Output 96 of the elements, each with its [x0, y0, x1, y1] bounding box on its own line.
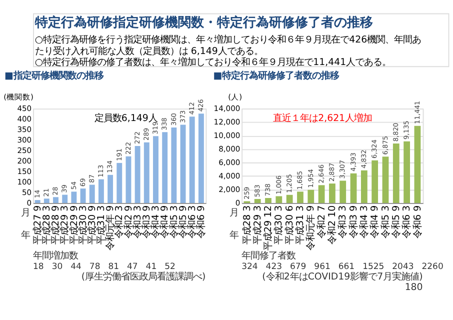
- bar: [53, 197, 58, 203]
- x-tick-label: 令和3 9: [348, 205, 360, 238]
- y-tick-label: 6,000: [218, 158, 240, 167]
- bar: [198, 114, 204, 203]
- bar: [286, 194, 293, 203]
- x-tick-label: 令和5 9: [390, 205, 402, 238]
- bar: [414, 126, 421, 203]
- x-tick-label: 令和6 3: [186, 205, 198, 238]
- text: 年: [20, 230, 30, 241]
- bar: [108, 174, 114, 203]
- bar: [265, 198, 272, 203]
- x-tick-label: 令和5 9: [178, 205, 189, 238]
- x-tick-label: 平成31 3: [295, 205, 306, 244]
- y-tick-label: 50: [22, 188, 32, 197]
- text: 18 30 44 78 81 47 41 52: [33, 262, 176, 272]
- x-tick-label: 令和6 9: [412, 205, 424, 238]
- y-tick-label: 8,000: [218, 144, 240, 154]
- y-tick-label: 200: [17, 156, 32, 166]
- bar: [189, 116, 195, 203]
- text: (厚生労働省医政局看護課調べ): [81, 271, 206, 282]
- x-tick-label: 令和3 3: [338, 205, 349, 238]
- text: 月: [20, 207, 30, 218]
- bar: [89, 184, 95, 203]
- x-tick-label: 令和6 3: [402, 205, 413, 238]
- annotation: 直近１年は2,621人増加: [273, 112, 372, 124]
- text: 180: [404, 282, 423, 293]
- x-tick-label: 令和2 7: [316, 205, 328, 238]
- text: 月: [230, 207, 239, 218]
- text: 324 423 679 961 661 1525 2043 2260: [242, 262, 444, 272]
- y-tick-label: 100: [17, 177, 32, 186]
- bar: [116, 162, 122, 203]
- x-tick-label: 令和3 9: [141, 205, 152, 238]
- bar: [62, 194, 68, 203]
- text: 特定行為研修指定研修機関数・特定行為研修修了者の推移: [34, 14, 373, 31]
- y-axis-title: (機関数): [4, 92, 34, 102]
- bar: [254, 199, 261, 203]
- bar: [318, 185, 325, 203]
- y-tick-label: 250: [17, 146, 32, 155]
- y-tick-label: 4,000: [218, 171, 240, 180]
- bar: [71, 192, 77, 203]
- text: 年: [230, 230, 239, 241]
- x-tick-label: 令和元年 9: [306, 205, 317, 250]
- bar: [126, 156, 132, 203]
- y-tick-label: 12,000: [214, 117, 240, 126]
- x-tick-label: 令和2 9: [123, 205, 134, 238]
- x-tick-label: 平成29 3: [252, 205, 264, 244]
- bar: [350, 173, 357, 203]
- y-tick-label: 0: [26, 198, 32, 208]
- bar: [360, 170, 368, 203]
- x-tick-label: 平成28 3: [242, 205, 253, 244]
- text: 年間修了者数: [242, 250, 296, 262]
- x-tick-label: 令和6 9: [196, 205, 208, 238]
- x-tick-label: 平成29 12: [263, 205, 274, 250]
- bar: [392, 144, 400, 203]
- bar: [44, 198, 50, 203]
- bar: [329, 184, 336, 203]
- text: ○特定行為研修の修了者数は、年々増加しており令和６年９月現在で11,441人である。: [34, 57, 392, 68]
- bar: [180, 124, 186, 203]
- y-tick-label: 450: [17, 104, 32, 113]
- y-tick-label: 10,000: [214, 130, 240, 140]
- text: (令和2年はCOVID19影響で7月実施値): [262, 271, 423, 282]
- x-tick-label: 令和5 3: [168, 205, 180, 238]
- bar: [308, 190, 314, 203]
- x-tick-label: 令和5 3: [380, 205, 392, 238]
- y-tick-label: 350: [17, 124, 32, 134]
- bar: [372, 160, 378, 203]
- bar: [171, 127, 177, 203]
- bar: [153, 136, 158, 203]
- y-tick-label: 0: [235, 198, 240, 208]
- bar: [134, 146, 140, 203]
- bar: [98, 179, 104, 203]
- text: ○特定行為研修を行う指定研修機関は、年々増加しており令和６年９月現在で426機関、年間あたり受け入れ可能な人数（定員数）は 6,149人である。: [34, 34, 422, 57]
- y-tick-label: 400: [17, 114, 32, 124]
- bar: [34, 200, 40, 203]
- x-tick-label: 平成30 3: [274, 205, 285, 244]
- chart-title: ■指定研修機関数の推移: [4, 70, 104, 82]
- bar: [162, 132, 168, 203]
- chart-title: ■特定行為研修修了者数の推移: [213, 70, 340, 82]
- y-tick-label: 14,000: [214, 104, 240, 113]
- y-tick-label: 2,000: [218, 184, 240, 194]
- bar: [340, 180, 346, 203]
- bar: [382, 156, 389, 203]
- bar: [276, 196, 282, 203]
- x-tick-label: 令和4 3: [359, 205, 370, 238]
- bar: [297, 192, 304, 203]
- y-tick-label: 300: [17, 135, 32, 144]
- x-tick-label: 令和4 9: [370, 205, 381, 238]
- y-axis-title: (人): [228, 92, 242, 102]
- x-tick-label: 令和2 10: [327, 205, 338, 244]
- y-tick-label: 150: [17, 166, 32, 176]
- bar: [404, 141, 410, 203]
- x-tick-label: 令和3 3: [132, 205, 144, 238]
- bar: [144, 142, 150, 203]
- x-tick-label: 平成30 6: [284, 205, 296, 244]
- text: 年間増加数: [33, 250, 78, 262]
- bar: [80, 188, 86, 203]
